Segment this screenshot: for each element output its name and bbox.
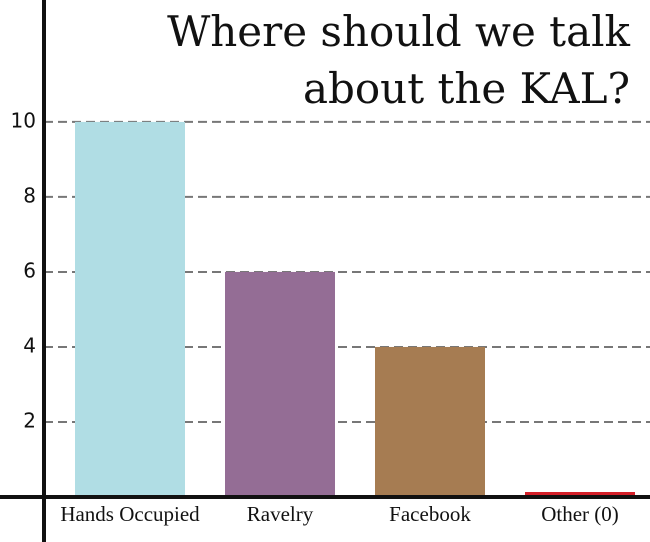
x-tick-label: Hands Occupied <box>60 502 200 526</box>
y-tick-label: 4 <box>23 333 36 357</box>
bar <box>225 271 335 497</box>
x-tick-label: Other (0) <box>541 502 619 526</box>
y-tick-label: 6 <box>23 258 36 282</box>
chart-title: about the KAL? <box>303 64 630 113</box>
y-tick-label: 2 <box>23 408 36 432</box>
x-tick-label: Ravelry <box>247 502 314 526</box>
y-tick-label: 10 <box>11 108 36 132</box>
bar <box>375 346 485 497</box>
bar <box>75 121 185 497</box>
chart-title: Where should we talk <box>167 7 630 56</box>
x-tick-label: Facebook <box>389 502 471 526</box>
bar <box>525 492 635 497</box>
y-tick-label: 8 <box>23 183 36 207</box>
